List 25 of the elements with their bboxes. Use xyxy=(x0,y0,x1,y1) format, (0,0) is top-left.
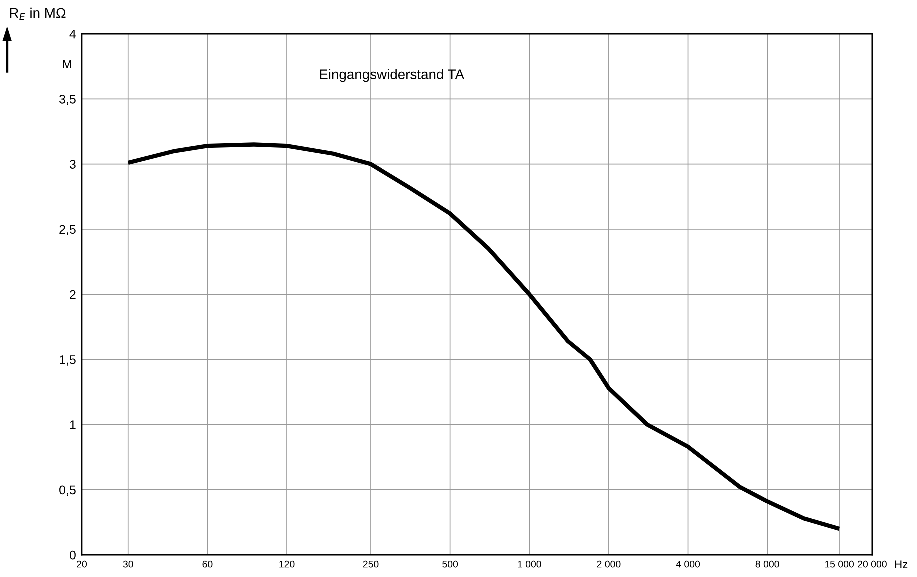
x-tick-label: 20 xyxy=(77,560,88,568)
y-tick-label: 4 xyxy=(70,30,76,39)
x-tick-label: 250 xyxy=(363,560,379,568)
x-tick-label: 30 xyxy=(123,560,134,568)
x-tick-label: 2 000 xyxy=(597,560,621,568)
x-tick-label: 1 000 xyxy=(518,560,542,568)
x-tick-label: 8 000 xyxy=(756,560,780,568)
x-tick-label: 60 xyxy=(202,560,213,568)
x-tick-label: 20 000 xyxy=(858,560,887,568)
x-axis-title: Hz xyxy=(895,560,908,568)
y-tick-label: 1,5 xyxy=(60,356,76,366)
y-tick-label: 3,5 xyxy=(60,94,76,106)
y-axis-title: R$_{E}$ in MΩ xyxy=(10,8,66,20)
y-tick-label: 2 xyxy=(70,290,76,300)
x-tick-label: 120 xyxy=(280,560,295,568)
y-tick-label: 3 xyxy=(70,160,76,169)
text: Eingangswiderstand TA xyxy=(320,69,465,82)
y-tick-label: 0,5 xyxy=(60,486,76,496)
y-tick-label: 2,5 xyxy=(60,225,76,236)
x-tick-label: 500 xyxy=(442,560,458,568)
y-tick-label: 0 xyxy=(70,550,76,560)
y-tick-label: 1 xyxy=(70,420,76,430)
x-tick-label: 4 000 xyxy=(676,560,700,568)
x-tick-label: 15 000 xyxy=(825,560,854,568)
text: M xyxy=(63,60,72,69)
